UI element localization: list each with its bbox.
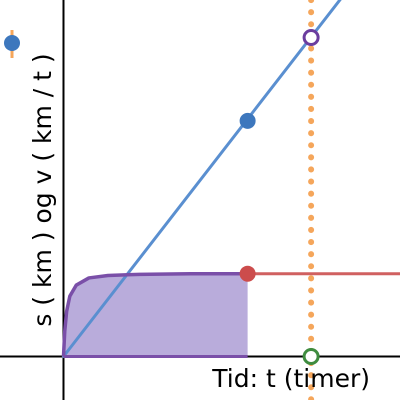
- marker-hollow-2: [302, 28, 320, 46]
- y-axis-label: s ( km ) og v ( km / t ): [28, 53, 57, 326]
- marker-filled-0: [239, 112, 256, 129]
- legend-layer: [4, 30, 20, 58]
- x-axis-label: Tid: t (timer): [211, 364, 370, 393]
- shaded-area: [63, 273, 248, 357]
- series-line-blue: [61, 0, 342, 358]
- shaded-area-layer: [63, 273, 248, 357]
- series-layer: [61, 0, 400, 358]
- markers-layer: [239, 28, 320, 365]
- legend-icon-dot: [4, 35, 20, 51]
- marker-filled-1: [239, 265, 256, 282]
- marker-hollow-3: [302, 347, 320, 365]
- series-line-purple: [61, 271, 248, 357]
